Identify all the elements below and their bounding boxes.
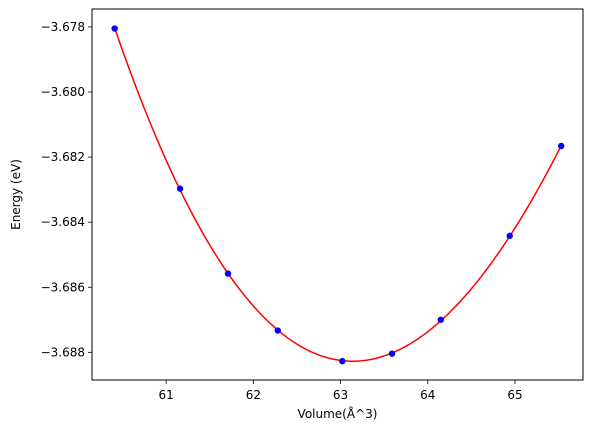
plot-frame (91, 8, 584, 381)
x-tick-label: 65 (507, 388, 522, 402)
y-tick-label: −3.678 (41, 20, 85, 34)
data-point (176, 185, 184, 192)
y-tick-label: −3.688 (41, 345, 85, 359)
x-tick-label: 64 (420, 388, 435, 402)
x-tick-label: 63 (333, 388, 348, 402)
y-axis-ticks: −3.678 −3.680 −3.682 −3.684 −3.686 −3.688 (41, 20, 92, 359)
x-tick-label: 61 (158, 388, 173, 402)
data-point (557, 142, 565, 150)
data-point (437, 316, 445, 323)
y-axis-label: Energy (eV) (9, 159, 23, 230)
x-axis-label: Volume(Å^3) (298, 406, 378, 421)
y-tick-label: −3.680 (41, 85, 85, 99)
y-tick-label: −3.686 (41, 280, 85, 294)
fit-curve (113, 27, 562, 362)
data-point (506, 232, 513, 240)
data-point (224, 270, 232, 277)
x-axis-ticks: 61 62 63 64 65 (158, 380, 523, 402)
data-point (339, 357, 346, 365)
data-point (388, 350, 396, 357)
y-tick-label: −3.684 (41, 215, 85, 229)
x-tick-label: 62 (246, 388, 261, 402)
data-point (111, 25, 118, 32)
y-tick-label: −3.682 (41, 150, 85, 164)
data-point (274, 327, 281, 334)
plot-area (111, 25, 565, 365)
